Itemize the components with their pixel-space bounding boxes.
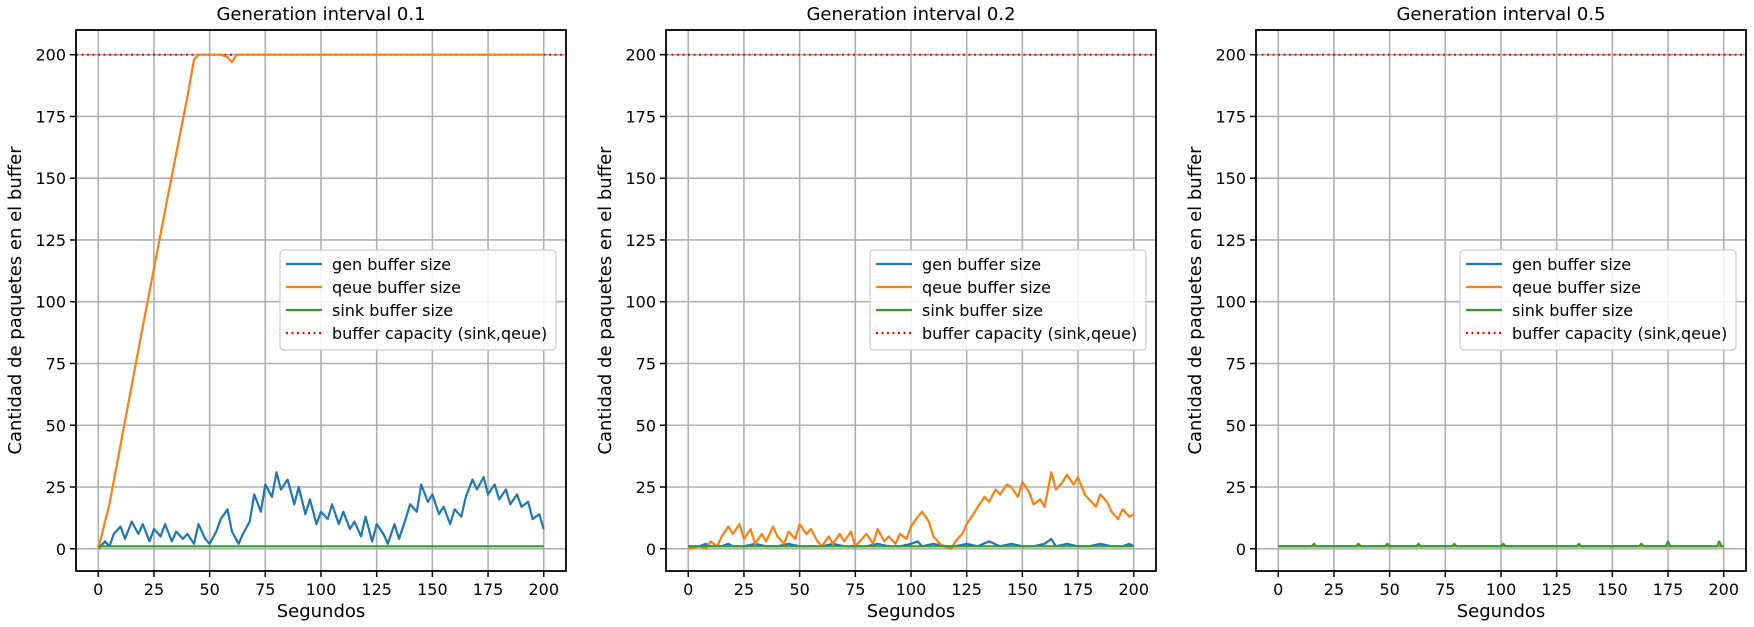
y-tick-label: 75 <box>636 354 656 373</box>
series-line-gen-buffer-size <box>688 537 1135 548</box>
x-tick-label: 175 <box>1653 580 1684 599</box>
x-tick-label: 100 <box>1486 580 1517 599</box>
legend-label: buffer capacity (sink,qeue) <box>1512 324 1727 343</box>
y-tick-label: 25 <box>46 478 66 497</box>
x-tick-label: 0 <box>93 580 103 599</box>
x-tick-label: 50 <box>199 580 219 599</box>
legend-label: gen buffer size <box>922 255 1041 274</box>
subplot-title: Generation interval 0.2 <box>806 4 1015 25</box>
y-tick-label: 100 <box>625 293 656 312</box>
subplot-title: Generation interval 0.5 <box>1396 4 1605 25</box>
x-tick-label: 175 <box>473 580 504 599</box>
legend-label: gen buffer size <box>332 255 451 274</box>
y-tick-label: 50 <box>46 416 66 435</box>
legend-label: sink buffer size <box>1512 301 1633 320</box>
legend: gen buffer size qeue buffer size sink buff… <box>279 249 557 351</box>
series-line-gen-buffer-size <box>97 471 545 550</box>
x-tick-label: 50 <box>789 580 809 599</box>
legend-label: qeue buffer size <box>1512 278 1641 297</box>
x-axis-label: Segundos <box>1457 601 1546 622</box>
y-tick-label: 200 <box>35 46 66 65</box>
y-tick-label: 200 <box>625 46 656 65</box>
legend-box <box>869 249 1147 351</box>
x-tick-label: 75 <box>1435 580 1455 599</box>
x-tick-label: 125 <box>361 580 392 599</box>
y-axis-label: Cantidad de paquetes en el buffer <box>5 146 26 455</box>
x-tick-label: 25 <box>144 580 164 599</box>
legend-box <box>279 249 557 351</box>
x-tick-label: 0 <box>1273 580 1283 599</box>
x-tick-label: 175 <box>1063 580 1094 599</box>
y-axis-label: Cantidad de paquetes en el buffer <box>595 146 616 455</box>
x-axis-label: Segundos <box>867 601 956 622</box>
x-tick-label: 25 <box>734 580 754 599</box>
x-tick-label: 75 <box>845 580 865 599</box>
y-tick-label: 150 <box>625 169 656 188</box>
y-tick-label: 150 <box>35 169 66 188</box>
x-axis-label: Segundos <box>277 601 366 622</box>
legend-label: sink buffer size <box>922 301 1043 320</box>
x-tick-label: 150 <box>1597 580 1628 599</box>
y-tick-label: 125 <box>35 231 66 250</box>
y-tick-label: 75 <box>1226 354 1246 373</box>
y-tick-label: 50 <box>1226 416 1246 435</box>
subplot-1: 0 25 50 75 100 125 150 175 200 0 25 50 75 100 125 150 17… <box>5 4 567 622</box>
subplot-3: 0 25 50 75 100 125 150 175 200 0 25 50 75 100 125 150 17… <box>1185 4 1747 622</box>
x-tick-label: 200 <box>1708 580 1739 599</box>
legend-label: qeue buffer size <box>922 278 1051 297</box>
y-tick-label: 200 <box>1215 46 1246 65</box>
x-tick-label: 0 <box>683 580 693 599</box>
legend-label: qeue buffer size <box>332 278 461 297</box>
y-axis-label: Cantidad de paquetes en el buffer <box>1185 146 1206 455</box>
legend-label: buffer capacity (sink,qeue) <box>332 324 547 343</box>
y-tick-label: 125 <box>1215 231 1246 250</box>
subplot-title: Generation interval 0.1 <box>216 4 425 25</box>
x-tick-label: 125 <box>951 580 982 599</box>
x-tick-label: 200 <box>528 580 559 599</box>
y-tick-label: 150 <box>1215 169 1246 188</box>
y-tick-label: 0 <box>646 540 656 559</box>
y-tick-label: 0 <box>1236 540 1246 559</box>
y-tick-label: 100 <box>1215 293 1246 312</box>
y-tick-label: 50 <box>636 416 656 435</box>
subplot-2: 0 25 50 75 100 125 150 175 200 0 25 50 75 100 125 150 17… <box>595 4 1157 622</box>
x-tick-label: 100 <box>896 580 927 599</box>
x-tick-label: 200 <box>1118 580 1149 599</box>
x-tick-label: 150 <box>1007 580 1038 599</box>
y-tick-label: 125 <box>625 231 656 250</box>
y-tick-label: 175 <box>1215 107 1246 126</box>
legend: gen buffer size qeue buffer size sink buff… <box>869 249 1147 351</box>
y-tick-label: 25 <box>636 478 656 497</box>
x-tick-label: 100 <box>306 580 337 599</box>
legend-label: buffer capacity (sink,qeue) <box>922 324 1137 343</box>
legend-label: gen buffer size <box>1512 255 1631 274</box>
series-line-sink-buffer-size <box>1278 540 1724 548</box>
y-tick-label: 75 <box>46 354 66 373</box>
series-line-qeue-buffer-size <box>688 471 1135 550</box>
legend-box <box>1459 249 1737 351</box>
x-tick-label: 50 <box>1379 580 1399 599</box>
y-tick-label: 0 <box>56 540 66 559</box>
x-tick-label: 125 <box>1541 580 1572 599</box>
legend-label: sink buffer size <box>332 301 453 320</box>
legend: gen buffer size qeue buffer size sink buff… <box>1459 249 1737 351</box>
x-tick-label: 25 <box>1324 580 1344 599</box>
x-tick-label: 75 <box>255 580 275 599</box>
y-tick-label: 25 <box>1226 478 1246 497</box>
y-tick-label: 175 <box>35 107 66 126</box>
y-tick-label: 100 <box>35 293 66 312</box>
series-line-qeue-buffer-size <box>97 53 544 550</box>
y-tick-label: 175 <box>625 107 656 126</box>
x-tick-label: 150 <box>417 580 448 599</box>
